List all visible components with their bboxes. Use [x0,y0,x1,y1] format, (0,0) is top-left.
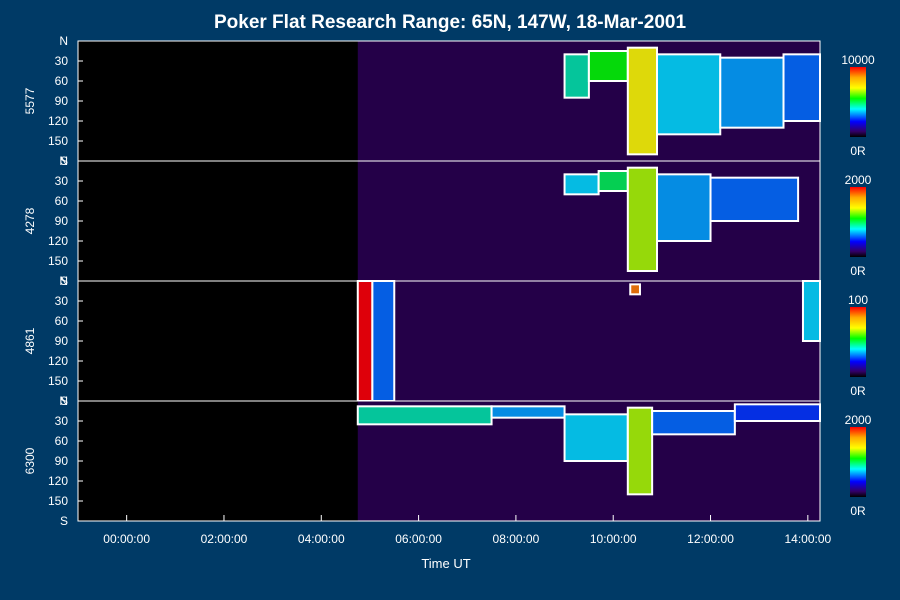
x-axis: 00:00:00 02:00:00 04:00:00 06:00:00 08:00:00… [103,515,832,546]
y-tick-label: 120 [48,354,68,368]
activity-region [652,411,735,435]
y-tick-label: 90 [55,454,69,468]
x-tick-label: 08:00:00 [493,532,540,546]
panel-4861: N 30 60 90 120 150 S 4861 100 0R [23,274,868,408]
x-tick-label: 10:00:00 [590,532,637,546]
activity-region [491,406,565,418]
panel-4278: N 30 60 90 120 150 S 4278 2000 0R [23,154,872,288]
activity-region [720,57,784,128]
x-tick-label: 14:00:00 [784,532,831,546]
colorbar-min-label: 0R [850,504,866,518]
colorbar [850,307,866,377]
colorbar [850,67,866,137]
panel-wavelength-label: 4861 [23,327,37,354]
panel-wavelength-label: 5577 [23,87,37,114]
activity-region [734,404,820,421]
colorbar [850,427,866,497]
y-tick-label: 150 [48,254,68,268]
y-tick-label: N [59,394,68,408]
activity-contour [629,283,641,296]
y-tick-label: 150 [48,134,68,148]
y-tick-label: S [60,154,68,168]
panel-wavelength-label: 4278 [23,207,37,234]
panels-group: N 30 60 90 120 150 S 5577 10000 0R N 30 60 90 120 150 S 4… [23,34,875,528]
activity-region [627,407,653,495]
x-tick-label: 04:00:00 [298,532,345,546]
activity-region [802,281,820,341]
y-tick-label: 90 [55,334,69,348]
x-tick-label: 12:00:00 [687,532,734,546]
colorbar-max-label: 2000 [845,413,872,427]
chart-title: Poker Flat Research Range: 65N, 147W, 18… [214,12,686,33]
y-tick-label: 30 [55,54,69,68]
y-tick-label: 60 [55,314,69,328]
activity-contour [651,410,736,436]
x-tick-label: 00:00:00 [103,532,150,546]
x-tick-label: 02:00:00 [201,532,248,546]
activity-region [783,54,820,122]
activity-contour [709,176,800,223]
y-tick-label: 30 [55,174,69,188]
y-tick-label: 30 [55,414,69,428]
y-tick-label: 60 [55,194,69,208]
y-tick-label: 120 [48,114,68,128]
colorbar-max-label: 2000 [845,173,872,187]
y-tick-label: 60 [55,434,69,448]
activity-region [627,47,658,155]
panel-wavelength-label: 6300 [23,447,37,474]
y-tick-label: N [59,154,68,168]
panel-6300: N 30 60 90 120 150 S 6300 2000 0R [23,394,872,528]
y-tick-label: N [59,34,68,48]
activity-region [627,167,658,271]
activity-region [564,414,628,461]
activity-region [657,54,721,135]
y-tick-label: S [60,514,68,528]
activity-region [630,284,640,295]
y-tick-label: 150 [48,494,68,508]
y-tick-label: N [59,274,68,288]
activity-region [710,177,799,221]
activity-region [588,51,628,81]
colorbar-min-label: 0R [850,384,866,398]
x-tick-label: 06:00:00 [395,532,442,546]
y-tick-label: 30 [55,294,69,308]
y-tick-label: S [60,274,68,288]
y-tick-label: S [60,394,68,408]
y-tick-label: 90 [55,214,69,228]
activity-region [357,406,492,425]
colorbar [850,187,866,257]
activity-contour [626,406,654,496]
panel-data-region [357,281,820,401]
y-tick-label: 90 [55,94,69,108]
colorbar-max-label: 10000 [841,53,875,67]
colorbar-min-label: 0R [850,264,866,278]
y-tick-label: 150 [48,374,68,388]
colorbar-max-label: 100 [848,293,868,307]
y-tick-label: 120 [48,474,68,488]
activity-region [372,281,395,401]
activity-region [657,174,711,241]
activity-region [598,171,628,191]
y-tick-label: 120 [48,234,68,248]
x-axis-label: Time UT [421,556,470,571]
activity-region [564,174,599,195]
panel-5577: N 30 60 90 120 150 S 5577 10000 0R [23,34,875,168]
activity-region [564,54,589,98]
colorbar-min-label: 0R [850,144,866,158]
y-tick-label: 60 [55,74,69,88]
activity-region [357,281,373,401]
activity-contour [490,405,566,419]
